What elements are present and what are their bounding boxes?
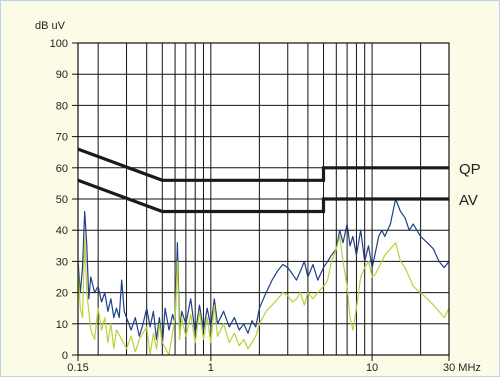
series-group [77,198,450,356]
y-tick-label: 20 [56,288,68,300]
y-tick-label: 100 [50,38,68,50]
y-tick-label: 60 [56,163,68,175]
x-tick-label: 10 [366,362,378,374]
limit-label-qp: QP [459,161,481,178]
y-tick-label: 10 [56,319,68,331]
y-tick-label: 50 [56,194,68,206]
limit-label-av: AV [459,192,478,209]
limit-labels: QP AV [459,161,481,209]
y-tick-label: 40 [56,225,68,237]
limit-line-qp [77,147,449,182]
y-axis-label: dB uV [35,20,66,32]
x-tick-label: 0.15 [67,362,88,374]
series-line-1 [77,198,450,347]
x-tick-label: 1 [208,362,214,374]
x-tick-label: 30 MHz [443,362,481,374]
y-tick-label: 80 [56,100,68,112]
y-tick-label: 70 [56,132,68,144]
y-tick-label: 90 [56,69,68,81]
axes: 0 10 20 30 40 50 60 70 80 90 100 0.15 1 10 30 MHz [50,38,481,374]
series-line-2 [77,235,450,356]
limit-line-av [77,178,449,214]
y-tick-label: 30 [56,256,68,268]
limit-lines [77,147,449,214]
y-tick-label: 0 [62,350,68,362]
